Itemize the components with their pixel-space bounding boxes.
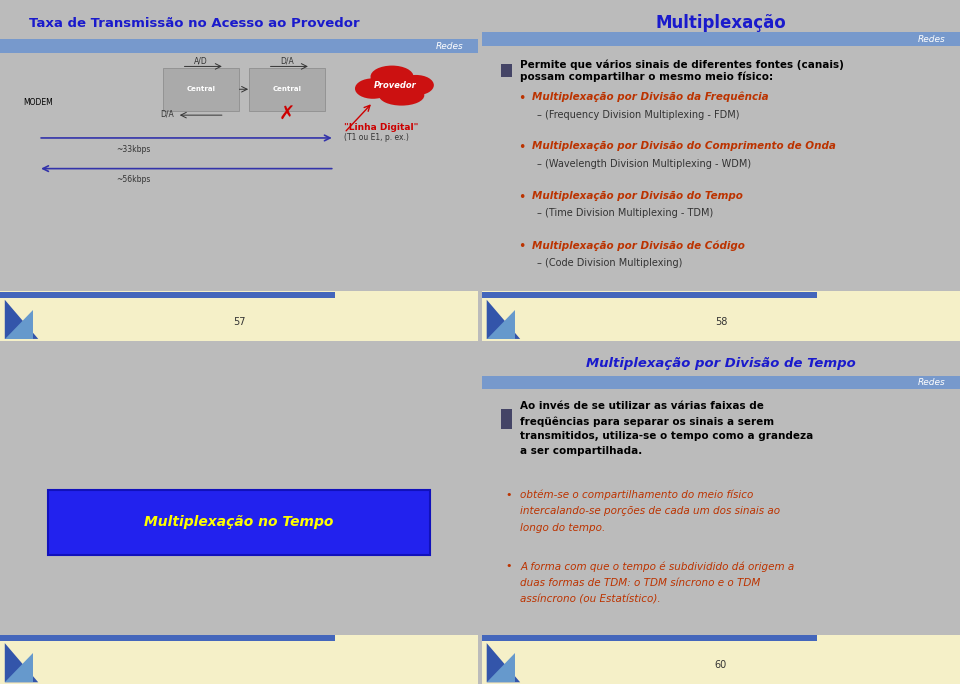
- Text: •: •: [517, 240, 525, 253]
- Text: Multiplexação por Divisão do Comprimento de Onda: Multiplexação por Divisão do Comprimento…: [532, 142, 836, 151]
- Text: – (Wavelength Division Multiplexing - WDM): – (Wavelength Division Multiplexing - WD…: [537, 159, 751, 169]
- Polygon shape: [5, 310, 34, 339]
- Text: possam compartilhar o mesmo meio físico:: possam compartilhar o mesmo meio físico:: [520, 72, 774, 82]
- Polygon shape: [487, 643, 520, 683]
- Polygon shape: [5, 300, 38, 339]
- Text: A forma com que o tempo é subdividido dá origem a: A forma com que o tempo é subdividido dá…: [520, 562, 795, 572]
- Ellipse shape: [355, 79, 391, 98]
- Bar: [501, 409, 512, 429]
- Polygon shape: [5, 653, 34, 683]
- Ellipse shape: [367, 71, 421, 101]
- Text: ✗: ✗: [278, 105, 295, 124]
- Polygon shape: [487, 310, 516, 339]
- Text: D/A: D/A: [280, 57, 294, 66]
- Text: duas formas de TDM: o TDM síncrono e o TDM: duas formas de TDM: o TDM síncrono e o T…: [520, 578, 760, 588]
- Text: ~56kbps: ~56kbps: [117, 175, 151, 185]
- Text: Redes: Redes: [436, 42, 464, 51]
- Text: Multiplexação por Divisão de Código: Multiplexação por Divisão de Código: [532, 240, 745, 250]
- Text: Multiplexação por Divisão de Tempo: Multiplexação por Divisão de Tempo: [587, 357, 855, 370]
- Bar: [482, 635, 960, 684]
- Text: •: •: [517, 92, 525, 105]
- Text: ~33kbps: ~33kbps: [117, 145, 151, 154]
- Text: •: •: [506, 490, 513, 500]
- Bar: [482, 635, 817, 642]
- Bar: [0, 292, 335, 298]
- Text: 60: 60: [715, 660, 727, 670]
- Polygon shape: [487, 300, 520, 339]
- Text: freqüências para separar os sinais a serem: freqüências para separar os sinais a ser…: [520, 417, 775, 427]
- Text: – (Time Division Multiplexing - TDM): – (Time Division Multiplexing - TDM): [537, 209, 713, 218]
- Text: 57: 57: [232, 317, 246, 327]
- Text: Redes: Redes: [918, 35, 946, 44]
- Bar: [482, 376, 960, 389]
- Bar: [0, 291, 478, 341]
- Text: Central: Central: [273, 86, 301, 92]
- Bar: [0, 635, 478, 684]
- Text: – (Frequency Division Multiplexing - FDM): – (Frequency Division Multiplexing - FDM…: [537, 109, 739, 120]
- Bar: [0, 39, 478, 53]
- Text: transmitidos, utiliza-se o tempo como a grandeza: transmitidos, utiliza-se o tempo como a …: [520, 431, 813, 441]
- Bar: [48, 490, 430, 555]
- Polygon shape: [487, 653, 516, 683]
- Bar: [501, 64, 512, 77]
- Bar: [482, 291, 960, 341]
- Bar: [482, 292, 817, 298]
- Text: D/A: D/A: [160, 109, 174, 118]
- Bar: [482, 32, 960, 46]
- FancyBboxPatch shape: [162, 68, 239, 111]
- Text: Multiplexação: Multiplexação: [656, 14, 786, 31]
- Text: "Linha Digital": "Linha Digital": [345, 123, 419, 132]
- Text: (T1 ou E1, p. ex.): (T1 ou E1, p. ex.): [345, 133, 409, 142]
- Bar: [0, 635, 335, 642]
- Text: •: •: [506, 562, 513, 571]
- Text: Redes: Redes: [918, 378, 946, 387]
- Text: A/D: A/D: [194, 57, 207, 66]
- Text: assíncrono (ou Estatístico).: assíncrono (ou Estatístico).: [520, 594, 660, 604]
- Text: Central: Central: [186, 86, 215, 92]
- Text: longo do tempo.: longo do tempo.: [520, 523, 606, 533]
- Text: intercalando-se porções de cada um dos sinais ao: intercalando-se porções de cada um dos s…: [520, 506, 780, 516]
- Text: – (Code Division Multiplexing): – (Code Division Multiplexing): [537, 258, 683, 268]
- Text: •: •: [517, 191, 525, 204]
- Text: obtém-se o compartilhamento do meio físico: obtém-se o compartilhamento do meio físi…: [520, 490, 754, 500]
- Ellipse shape: [398, 75, 434, 95]
- Text: Taxa de Transmissão no Acesso ao Provedor: Taxa de Transmissão no Acesso ao Provedo…: [29, 17, 359, 30]
- Text: MODEM: MODEM: [23, 98, 53, 107]
- Text: Permite que vários sinais de diferentes fontes (canais): Permite que vários sinais de diferentes …: [520, 60, 844, 70]
- Text: a ser compartilhada.: a ser compartilhada.: [520, 446, 642, 456]
- Ellipse shape: [379, 86, 424, 105]
- Text: Provedor: Provedor: [373, 81, 417, 90]
- Text: •: •: [517, 142, 525, 155]
- Text: 58: 58: [715, 317, 727, 327]
- Text: Multiplexação no Tempo: Multiplexação no Tempo: [144, 515, 334, 529]
- Ellipse shape: [371, 66, 414, 88]
- Polygon shape: [5, 643, 38, 683]
- Text: Multiplexação por Divisão da Frequência: Multiplexação por Divisão da Frequência: [532, 92, 769, 103]
- Text: Multiplexação por Divisão do Tempo: Multiplexação por Divisão do Tempo: [532, 191, 743, 200]
- FancyBboxPatch shape: [249, 68, 325, 111]
- Text: Ao invés de se utilizar as várias faixas de: Ao invés de se utilizar as várias faixas…: [520, 402, 764, 411]
